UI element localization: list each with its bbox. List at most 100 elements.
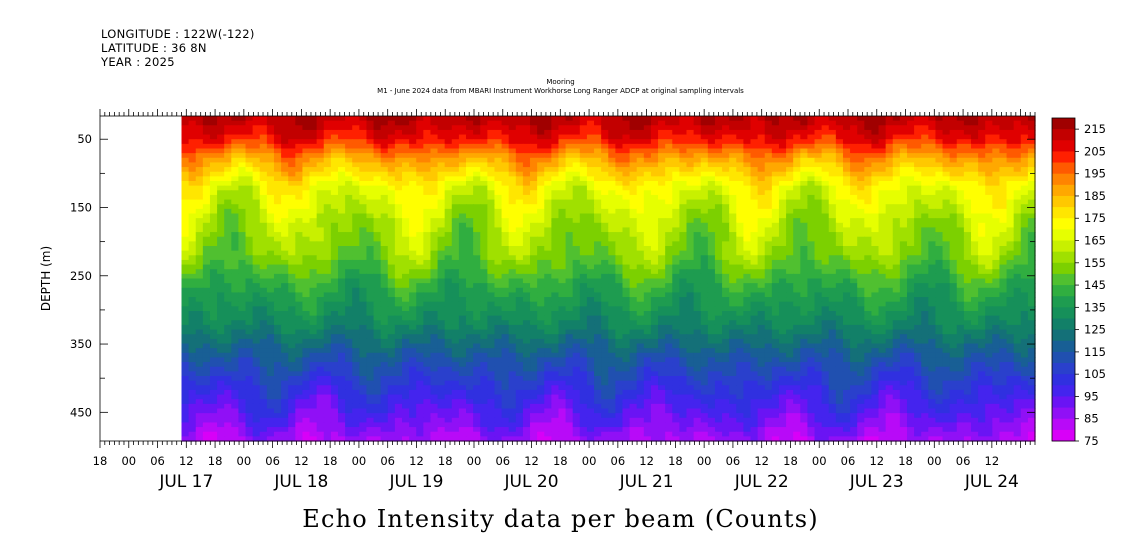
heatmap-cell xyxy=(1006,116,1015,122)
heatmap-cell xyxy=(238,222,247,229)
heatmap-cell xyxy=(245,292,254,298)
heatmap-cell xyxy=(864,278,873,284)
heatmap-cell xyxy=(1020,227,1029,233)
heatmap-cell xyxy=(679,269,688,275)
heatmap-cell xyxy=(494,273,503,280)
heatmap-cell xyxy=(288,194,296,201)
heatmap-cell xyxy=(281,199,289,205)
heatmap-cell xyxy=(601,157,609,164)
heatmap-cell xyxy=(814,301,823,307)
heatmap-cell xyxy=(537,246,545,252)
heatmap-cell xyxy=(750,232,759,238)
heatmap-cell xyxy=(764,167,773,173)
heatmap-cell xyxy=(764,250,773,256)
heatmap-cell xyxy=(387,199,396,205)
heatmap-cell xyxy=(686,194,695,201)
heatmap-cell xyxy=(181,176,190,182)
heatmap-cell xyxy=(188,236,197,242)
heatmap-cell xyxy=(871,208,880,215)
heatmap-cell xyxy=(359,120,368,126)
heatmap-cell xyxy=(309,204,318,210)
heatmap-cell xyxy=(686,218,695,224)
heatmap-cell xyxy=(1020,185,1029,191)
heatmap-cell xyxy=(224,190,232,196)
heatmap-cell xyxy=(380,287,389,294)
heatmap-cell xyxy=(935,227,944,233)
heatmap-cell xyxy=(231,306,240,312)
heatmap-cell xyxy=(522,171,531,177)
heatmap-cell xyxy=(572,222,581,229)
heatmap-cell xyxy=(416,176,424,182)
heatmap-cell xyxy=(345,171,353,177)
heatmap-cell xyxy=(622,283,631,289)
heatmap-cell xyxy=(380,213,389,219)
heatmap-cell xyxy=(963,241,972,247)
heatmap-cell xyxy=(537,292,545,298)
heatmap-cell xyxy=(508,125,517,131)
heatmap-cell xyxy=(842,143,851,150)
heatmap-cell xyxy=(245,213,254,219)
heatmap-cell xyxy=(551,125,560,131)
heatmap-cell xyxy=(537,236,545,242)
heatmap-cell xyxy=(679,250,688,256)
heatmap-cell xyxy=(821,199,830,205)
heatmap-cell xyxy=(231,162,240,168)
heatmap-cell xyxy=(700,301,709,307)
heatmap-cell xyxy=(821,241,830,247)
heatmap-cell xyxy=(515,278,524,284)
heatmap-cell xyxy=(985,259,993,266)
heatmap-cell xyxy=(330,213,339,219)
heatmap-cell xyxy=(558,194,567,201)
heatmap-cell xyxy=(629,190,638,196)
heatmap-cell xyxy=(707,255,716,261)
heatmap-cell xyxy=(451,190,460,196)
heatmap-cell xyxy=(601,227,609,233)
heatmap-cell xyxy=(480,148,488,154)
heatmap-cell xyxy=(985,176,993,182)
heatmap-cell xyxy=(750,181,759,187)
heatmap-cell xyxy=(409,125,417,131)
heatmap-cell xyxy=(814,120,823,126)
heatmap-cell xyxy=(238,162,247,168)
heatmap-cell xyxy=(295,199,304,205)
heatmap-cell xyxy=(181,283,190,289)
heatmap-cell xyxy=(217,134,225,140)
heatmap-cell xyxy=(615,232,624,238)
heatmap-cell xyxy=(658,194,666,201)
heatmap-cell xyxy=(985,250,993,256)
heatmap-cell xyxy=(380,143,389,150)
heatmap-cell xyxy=(636,236,645,242)
heatmap-cell xyxy=(786,120,794,126)
heatmap-cell xyxy=(259,236,268,242)
heatmap-cell xyxy=(714,185,723,191)
heatmap-cell xyxy=(238,185,247,191)
heatmap-cell xyxy=(743,194,752,201)
heatmap-cell xyxy=(743,139,752,145)
heatmap-cell xyxy=(530,120,538,126)
heatmap-cell xyxy=(409,134,417,140)
heatmap-cell xyxy=(466,120,474,126)
heatmap-cell xyxy=(245,194,254,201)
heatmap-cell xyxy=(558,208,567,215)
heatmap-cell xyxy=(558,292,567,298)
heatmap-cell xyxy=(302,278,311,284)
heatmap-cell xyxy=(750,246,759,252)
heatmap-cell xyxy=(672,306,680,312)
heatmap-cell xyxy=(238,199,247,205)
heatmap-cell xyxy=(437,301,446,307)
heatmap-cell xyxy=(963,264,972,270)
heatmap-cell xyxy=(693,255,702,261)
heatmap-cell xyxy=(978,190,986,196)
heatmap-cell xyxy=(302,283,311,289)
heatmap-cell xyxy=(458,129,467,136)
heatmap-cell xyxy=(266,236,275,242)
heatmap-cell xyxy=(273,213,282,219)
heatmap-cell xyxy=(380,241,389,247)
heatmap-cell xyxy=(387,241,396,247)
heatmap-cell xyxy=(864,292,873,298)
heatmap-cell xyxy=(295,297,304,303)
heatmap-cell xyxy=(594,250,602,256)
heatmap-cell xyxy=(530,167,538,173)
heatmap-cell xyxy=(252,139,261,145)
heatmap-cell xyxy=(586,120,595,126)
